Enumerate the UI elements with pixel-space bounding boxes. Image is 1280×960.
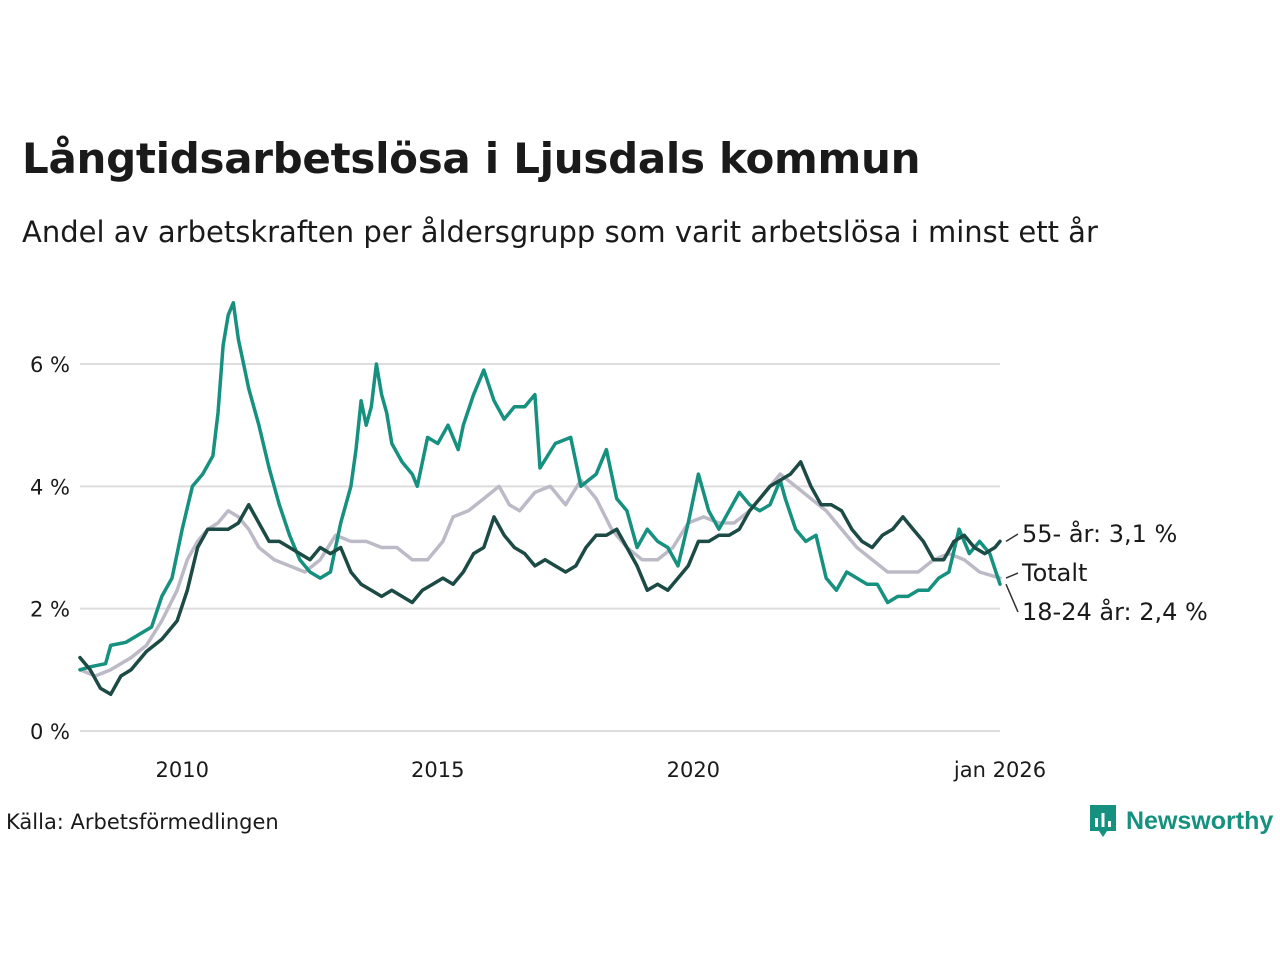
label-connector	[1005, 572, 1019, 579]
label-connector	[1005, 533, 1019, 543]
series-label: Totalt	[1021, 559, 1087, 587]
chart-title: Långtidsarbetslösa i Ljusdals kommun	[22, 134, 921, 183]
newsworthy-logo-icon	[1090, 805, 1116, 837]
label-connector	[1005, 583, 1019, 613]
gridlines	[80, 363, 1000, 732]
y-tick-label: 2 %	[30, 598, 70, 622]
brand-logo: Newsworthy	[1088, 803, 1273, 839]
x-axis-ticks: 2010 2015 2020 jan 2026	[155, 758, 1046, 782]
series-label: 18-24 år: 2,4 %	[1022, 597, 1208, 626]
series-line-18-24-r	[78, 301, 1002, 672]
y-tick-label: 4 %	[30, 475, 70, 499]
brand-name: Newsworthy	[1126, 806, 1274, 835]
y-tick-label: 6 %	[30, 353, 70, 377]
source-note: Källa: Arbetsförmedlingen	[6, 810, 279, 834]
series-lines	[78, 301, 1002, 697]
x-tick-label: 2020	[667, 758, 720, 782]
series-label: 55- år: 3,1 %	[1022, 519, 1177, 548]
chart-subtitle: Andel av arbetskraften per åldersgrupp s…	[22, 215, 1098, 249]
y-axis-ticks: 0 % 2 % 4 % 6 %	[30, 353, 70, 744]
series-line-55-r	[78, 460, 1002, 697]
y-tick-label: 0 %	[30, 720, 70, 744]
x-tick-label: jan 2026	[953, 758, 1046, 782]
series-labels: 55- år: 3,1 % Totalt 18-24 år: 2,4 %	[1005, 519, 1208, 626]
series-line-totalt	[78, 472, 1002, 678]
x-tick-label: 2010	[155, 758, 208, 782]
x-tick-label: 2015	[411, 758, 464, 782]
